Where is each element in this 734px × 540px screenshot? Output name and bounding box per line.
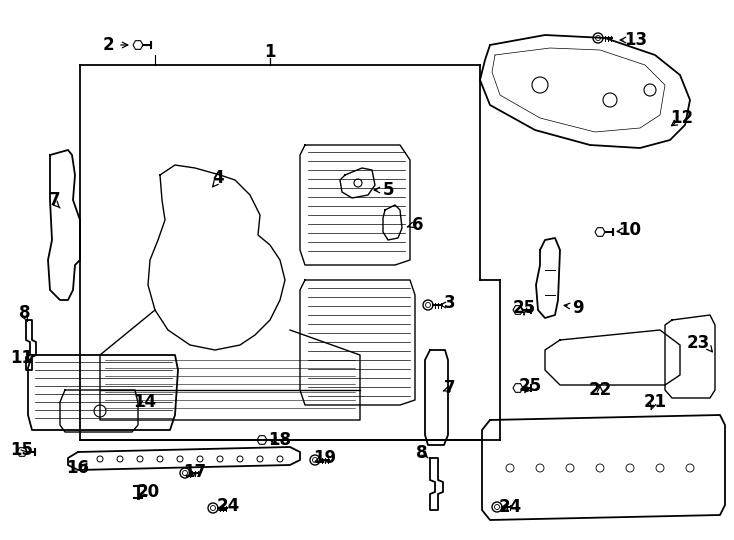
Text: 1: 1 (264, 43, 276, 61)
Text: 7: 7 (49, 191, 61, 209)
Text: 4: 4 (212, 169, 224, 187)
Text: 2: 2 (102, 36, 114, 54)
Text: 20: 20 (137, 483, 159, 501)
Text: 25: 25 (512, 299, 536, 317)
Text: 25: 25 (518, 377, 542, 395)
Text: 9: 9 (573, 299, 584, 317)
Text: 14: 14 (134, 393, 156, 411)
Text: 5: 5 (382, 181, 393, 199)
Text: 11: 11 (10, 349, 34, 367)
Text: 15: 15 (10, 441, 34, 459)
Text: 19: 19 (313, 449, 337, 467)
Text: 18: 18 (269, 431, 291, 449)
Text: 10: 10 (619, 221, 642, 239)
Text: 8: 8 (416, 444, 428, 462)
Text: 21: 21 (644, 393, 666, 411)
Text: 13: 13 (625, 31, 647, 49)
Text: 7: 7 (444, 379, 456, 397)
Text: 12: 12 (670, 109, 694, 127)
Text: 16: 16 (67, 459, 90, 477)
Text: 22: 22 (589, 381, 611, 399)
Text: 24: 24 (217, 497, 239, 515)
Text: 6: 6 (413, 216, 424, 234)
Text: 23: 23 (686, 334, 710, 352)
Text: 24: 24 (498, 498, 522, 516)
Text: 3: 3 (444, 294, 456, 312)
Text: 17: 17 (184, 463, 206, 481)
Text: 8: 8 (19, 304, 31, 322)
